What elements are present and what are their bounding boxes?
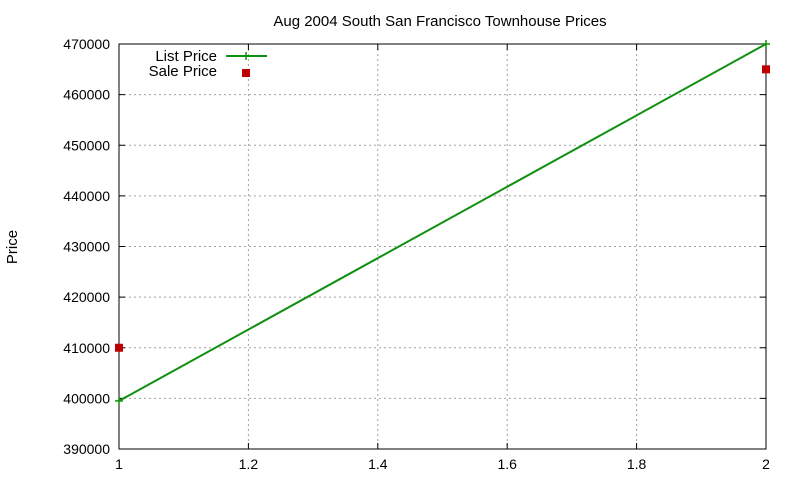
y-tick-label: 390000 bbox=[63, 441, 110, 457]
y-tick-label: 440000 bbox=[63, 188, 110, 204]
list-price-point bbox=[762, 40, 770, 48]
x-tick-label: 1 bbox=[115, 456, 123, 472]
y-tick-label: 450000 bbox=[63, 137, 110, 153]
x-tick-label: 1.4 bbox=[368, 456, 388, 472]
list-price-line bbox=[118, 43, 767, 402]
legend-label: List Price bbox=[155, 48, 217, 65]
grid-lines bbox=[119, 44, 766, 449]
y-tick-label: 410000 bbox=[63, 340, 110, 356]
x-tick-label: 2 bbox=[762, 456, 770, 472]
axes: 1 1.2 1.4 1.6 1.8 2 390000 400000 410000 420000 43… bbox=[63, 36, 770, 472]
legend-label: Sale Price bbox=[149, 63, 217, 80]
legend-marker-sample bbox=[242, 69, 250, 77]
y-tick-label: 470000 bbox=[63, 36, 110, 52]
sale-price-point bbox=[762, 65, 770, 74]
x-tick-label: 1.6 bbox=[497, 456, 517, 472]
y-tick-label: 420000 bbox=[63, 289, 110, 305]
chart-title: Aug 2004 South San Francisco Townhouse P… bbox=[273, 13, 606, 30]
plot-area bbox=[115, 40, 770, 405]
y-axis-label: Price bbox=[4, 230, 21, 264]
x-tick-label: 1.2 bbox=[239, 456, 259, 472]
sale-price-point bbox=[115, 343, 123, 352]
list-price-point bbox=[115, 396, 123, 405]
y-tick-label: 460000 bbox=[63, 87, 110, 103]
legend-point-sample bbox=[242, 52, 250, 60]
x-tick-label: 1.8 bbox=[627, 456, 647, 472]
y-tick-label: 430000 bbox=[63, 239, 110, 255]
plot-frame bbox=[118, 43, 767, 450]
y-tick-label: 400000 bbox=[63, 390, 110, 406]
